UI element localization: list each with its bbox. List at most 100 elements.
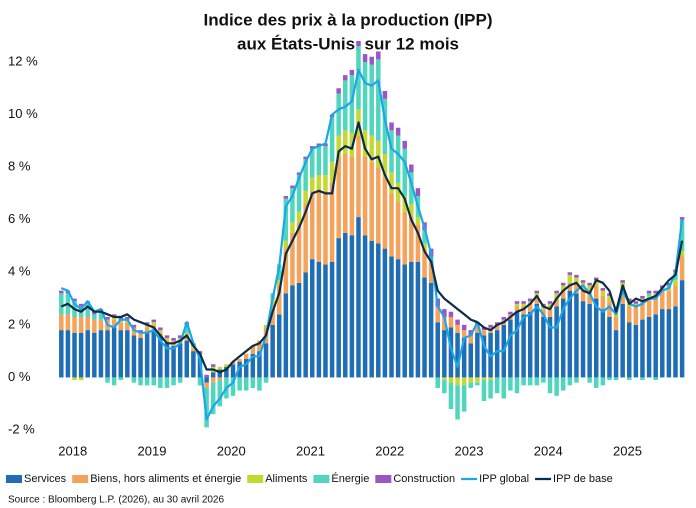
bar-segment	[303, 272, 308, 378]
bar-segment	[72, 298, 77, 302]
bar-segment	[310, 146, 315, 149]
bar-segment	[501, 316, 507, 320]
bar-segment	[303, 190, 308, 204]
bar-segment	[323, 264, 328, 378]
bar-segment	[237, 377, 242, 391]
bar-segment	[640, 377, 645, 381]
bar-segment	[395, 182, 401, 202]
bar-segment	[428, 282, 434, 378]
bar-segment	[554, 290, 559, 294]
bar-segment	[402, 148, 407, 197]
bar-segment	[666, 309, 672, 378]
bar-segment	[105, 316, 110, 320]
bar-segment	[593, 277, 599, 281]
bar-segment	[461, 330, 467, 338]
bar-segment	[105, 377, 110, 383]
bar-segment	[65, 314, 71, 331]
bar-segment	[646, 293, 652, 296]
y-tick-label: 10 %	[8, 106, 38, 121]
bar-segment	[276, 314, 282, 378]
legend-swatch	[375, 475, 392, 483]
bar-segment	[296, 175, 302, 212]
bar-segment	[481, 327, 487, 331]
bar-segment	[250, 377, 256, 388]
bar-segment	[640, 301, 645, 320]
bar-segment	[679, 217, 685, 220]
bar-segment	[448, 327, 454, 378]
bar-segment	[560, 290, 566, 299]
bar-segment	[455, 377, 460, 386]
bar-segment	[633, 303, 639, 307]
bar-segment	[409, 261, 414, 378]
bar-segment	[560, 282, 566, 286]
bar-segment	[475, 324, 480, 333]
bar-segment	[415, 261, 421, 378]
bar-segment	[243, 359, 249, 378]
bar-segment	[316, 146, 322, 176]
bar-segment	[369, 56, 374, 65]
bar-segment	[376, 167, 381, 244]
bar-segment	[144, 332, 150, 378]
bar-segment	[415, 217, 421, 225]
bar-segment	[376, 59, 381, 141]
bar-segment	[356, 135, 361, 218]
bar-segment	[613, 377, 619, 381]
bar-segment	[329, 117, 335, 162]
bar-segment	[660, 309, 665, 378]
bar-segment	[409, 164, 414, 173]
bar-segment	[534, 303, 540, 378]
bar-segment	[158, 377, 163, 388]
bar-segment	[560, 377, 566, 391]
bar-segment	[356, 46, 361, 110]
bar-segment	[435, 377, 440, 388]
bar-segment	[191, 351, 196, 378]
bar-segment	[567, 274, 573, 283]
bar-segment	[237, 359, 242, 362]
bar-segment	[574, 274, 579, 278]
bar-segment	[389, 256, 394, 378]
bar-segment	[263, 343, 269, 378]
bar-segment	[184, 332, 190, 336]
bar-segment	[521, 314, 526, 378]
bar-segment	[376, 140, 381, 168]
bar-segment	[210, 372, 216, 378]
bar-segment	[290, 232, 295, 286]
bar-segment	[158, 335, 163, 378]
bar-segment	[607, 377, 612, 381]
bar-segment	[475, 332, 480, 378]
bar-segment	[336, 93, 341, 136]
bar-segment	[243, 377, 249, 391]
x-tick-label: 2025	[613, 443, 642, 458]
bar-segment	[92, 332, 97, 378]
bar-segment	[567, 272, 573, 275]
bar-segment	[640, 298, 645, 302]
bar-segment	[389, 122, 394, 131]
bar-segment	[369, 135, 374, 162]
bar-segment	[376, 243, 381, 378]
bar-segment	[679, 219, 685, 252]
bar-segment	[303, 203, 308, 273]
bar-segment	[164, 335, 170, 338]
bar-segment	[593, 280, 599, 286]
bar-segment	[177, 377, 183, 383]
bar-segment	[85, 303, 90, 317]
bar-segment	[316, 261, 322, 378]
bar-segment	[514, 301, 520, 304]
bar-segment	[554, 293, 559, 299]
bar-segment	[534, 377, 540, 386]
bar-segment	[349, 75, 355, 133]
bar-segment	[660, 290, 665, 310]
bar-segment	[534, 290, 540, 294]
bar-segment	[118, 377, 123, 381]
bar-segment	[151, 330, 157, 378]
bar-segment	[276, 280, 282, 286]
bar-segment	[389, 130, 394, 173]
bar-segment	[131, 377, 137, 383]
bar-segment	[587, 285, 592, 294]
bar-segment	[442, 380, 447, 394]
y-tick-label: 12 %	[8, 53, 38, 68]
bar-segment	[508, 311, 513, 315]
bar-segment	[415, 224, 421, 262]
bar-segment	[276, 285, 282, 315]
